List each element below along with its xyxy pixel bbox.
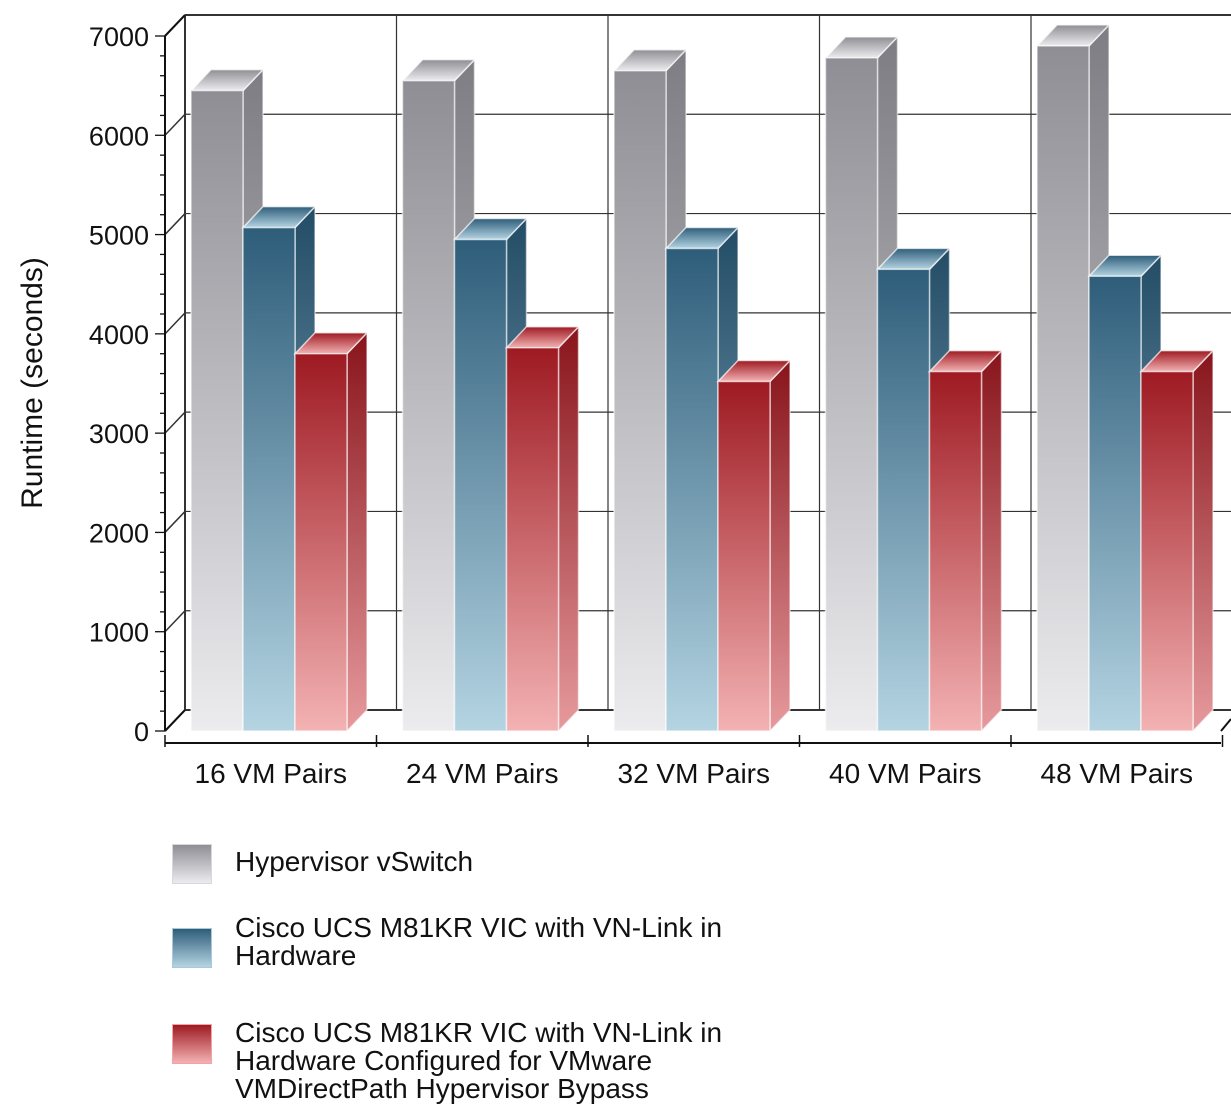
chart-bars xyxy=(189,23,1215,733)
y-tick-label: 3000 xyxy=(89,419,149,449)
y-axis-title: Runtime (seconds) xyxy=(16,257,49,509)
legend-label: Hypervisor vSwitch xyxy=(235,848,925,876)
y-tick-label: 1000 xyxy=(89,618,149,648)
chart-axes: 0 1000 2000 3000 4000 5000 6000 7000 16 VM Pairs… xyxy=(89,14,1224,789)
x-tick-label: 24 VM Pairs xyxy=(406,758,559,789)
y-axis-top-edge xyxy=(164,14,186,37)
gridline-side xyxy=(164,213,186,236)
gridline-side xyxy=(164,411,186,434)
legend-label-line: Cisco UCS M81KR VIC with VN-Link in xyxy=(235,912,723,943)
legend-swatch xyxy=(172,844,212,884)
floor-edge xyxy=(1220,718,1231,732)
bar xyxy=(927,348,1004,733)
bar xyxy=(1139,348,1215,733)
legend-label-line: Hardware Configured for VMware xyxy=(235,1045,653,1076)
y-tick-label: 6000 xyxy=(89,121,149,151)
x-tick-label: 16 VM Pairs xyxy=(195,758,348,789)
bar xyxy=(716,358,792,733)
legend-swatch xyxy=(172,928,212,968)
gridline-side xyxy=(164,510,186,533)
gridline-side xyxy=(164,610,186,633)
y-tick-label: 0 xyxy=(134,717,149,747)
legend-label-line: Cisco UCS M81KR VIC with VN-Link in xyxy=(235,1017,723,1048)
bar xyxy=(293,330,369,733)
y-tick-label: 7000 xyxy=(89,22,149,52)
bar xyxy=(823,34,900,733)
y-tick-label: 2000 xyxy=(89,518,149,548)
legend-label-line: Hypervisor vSwitch xyxy=(235,846,474,877)
y-tick-label: 5000 xyxy=(89,221,149,251)
y-tick-label: 4000 xyxy=(89,320,149,350)
legend-label-line: Hardware xyxy=(235,940,357,971)
legend-label: Cisco UCS M81KR VIC with VN-Link in Hardw… xyxy=(235,914,925,970)
floor-edge xyxy=(164,709,186,732)
legend-swatch xyxy=(172,1024,212,1064)
gridline-side xyxy=(164,312,186,335)
gridline-side xyxy=(164,113,186,136)
legend-label-line: VMDirectPath Hypervisor Bypass xyxy=(235,1073,649,1104)
x-tick-label: 48 VM Pairs xyxy=(1041,758,1194,789)
x-tick-label: 32 VM Pairs xyxy=(618,758,771,789)
bar xyxy=(504,324,581,733)
legend-label: Cisco UCS M81KR VIC with VN-Link in Hardw… xyxy=(235,1019,925,1103)
x-tick-label: 40 VM Pairs xyxy=(829,758,982,789)
